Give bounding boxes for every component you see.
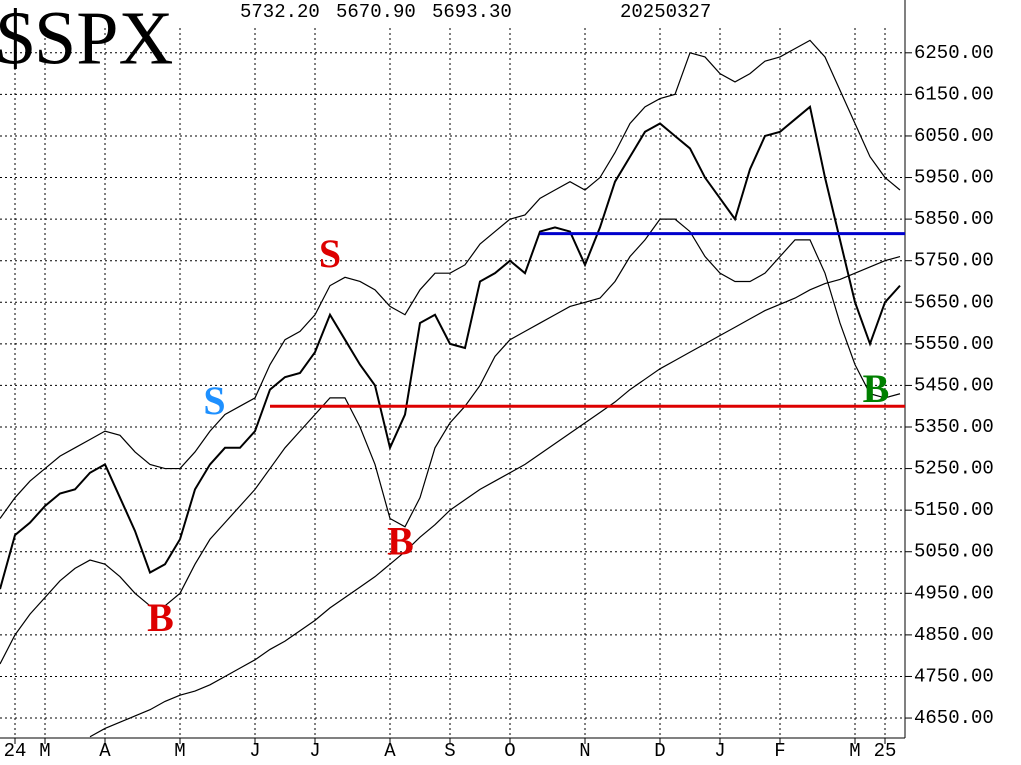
y-tick-label: 5050.00	[914, 541, 994, 563]
x-tick-label: N	[579, 740, 590, 762]
y-tick-label: 4750.00	[914, 665, 994, 687]
y-tick-label: 5550.00	[914, 333, 994, 355]
y-tick-label: 5650.00	[914, 291, 994, 313]
y-tick-label: 4950.00	[914, 582, 994, 604]
y-tick-label: 6050.00	[914, 125, 994, 147]
y-tick-label: 5250.00	[914, 458, 994, 480]
signal-label: B	[387, 518, 414, 563]
signal-label: B	[147, 595, 174, 640]
header-value: 5732.20	[240, 1, 320, 23]
x-tick-label: A	[384, 740, 396, 762]
y-tick-label: 6250.00	[914, 42, 994, 64]
signal-label: B	[863, 366, 890, 411]
header-value: 5693.30	[432, 1, 512, 23]
header-value: 5670.90	[336, 1, 416, 23]
x-tick-label: D	[654, 740, 665, 762]
y-tick-label: 5350.00	[914, 416, 994, 438]
x-tick-label: J	[309, 740, 320, 762]
x-tick-label: J	[249, 740, 260, 762]
x-tick-label: A	[99, 740, 111, 762]
series-line	[0, 105, 901, 590]
x-tick-label: M	[39, 740, 50, 762]
y-tick-label: 5750.00	[914, 250, 994, 272]
x-tick-label: M	[174, 740, 185, 762]
signal-label: S	[319, 231, 341, 276]
y-tick-label: 5450.00	[914, 374, 994, 396]
x-tick-label: M	[849, 740, 860, 762]
y-tick-label: 6150.00	[914, 83, 994, 105]
signal-label: S	[203, 378, 225, 423]
x-tick-label: 24	[4, 740, 27, 762]
series-line	[89, 255, 901, 738]
header-value: 20250327	[620, 1, 711, 23]
x-tick-label: O	[504, 740, 515, 762]
x-tick-label: S	[444, 740, 455, 762]
y-tick-label: 5850.00	[914, 208, 994, 230]
x-tick-label: 25	[874, 740, 897, 762]
series-line	[0, 218, 901, 665]
chart-title: $SPX	[0, 0, 173, 80]
y-tick-label: 4650.00	[914, 707, 994, 729]
x-tick-label: J	[714, 740, 725, 762]
series-line	[0, 39, 901, 519]
y-tick-label: 4850.00	[914, 624, 994, 646]
x-tick-label: F	[774, 740, 785, 762]
y-tick-label: 5150.00	[914, 499, 994, 521]
y-tick-label: 5950.00	[914, 167, 994, 189]
